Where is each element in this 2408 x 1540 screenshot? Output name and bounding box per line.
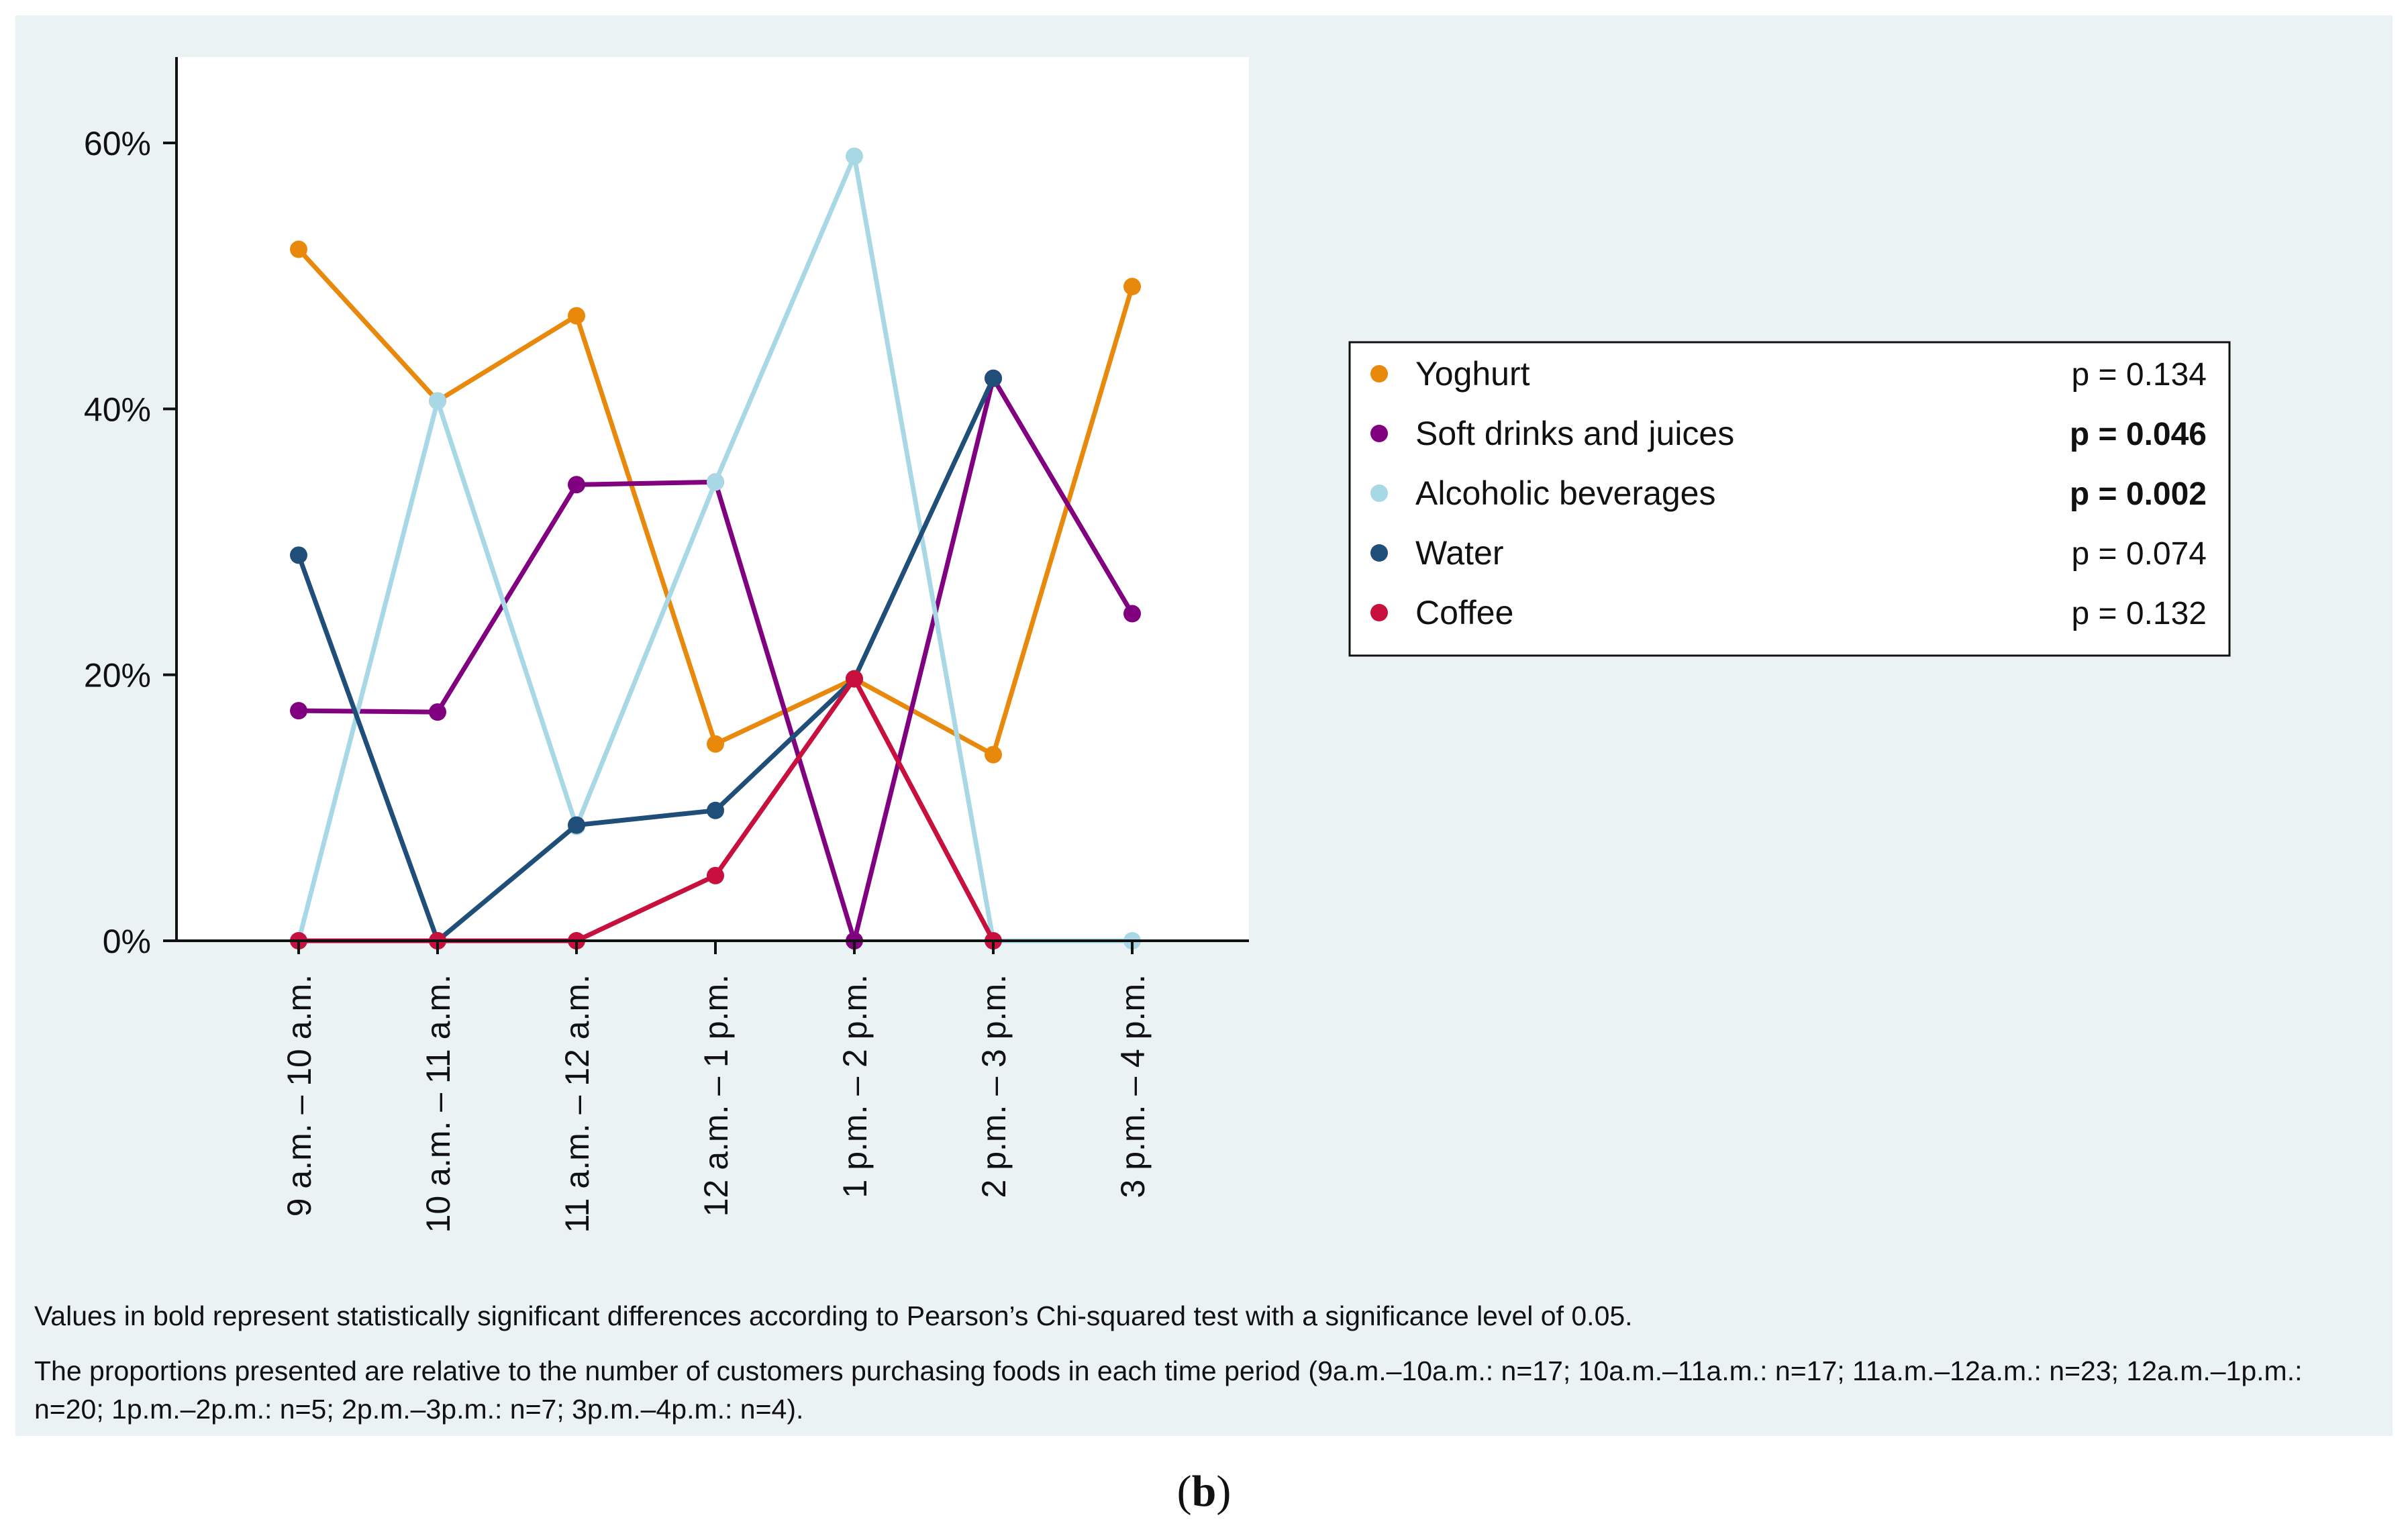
- data-point-water-1: [290, 546, 307, 564]
- data-point-yoghurt-4: [707, 735, 724, 753]
- legend-item-water: Water p = 0.074: [1370, 534, 2207, 572]
- x-tick-label: 10 a.m. – 11 a.m.: [419, 974, 457, 1233]
- data-point-alcoholic-beverages-2: [429, 392, 446, 410]
- proportions-note: The proportions presented are relative t…: [34, 1355, 2303, 1425]
- legend-label-coffee: Coffee: [1415, 594, 1513, 631]
- data-point-yoghurt-7: [1123, 278, 1141, 296]
- data-point-soft-drinks-and-juices-7: [1123, 605, 1141, 623]
- data-point-coffee-4: [707, 866, 724, 884]
- panel-label: (b): [0, 1466, 2408, 1517]
- legend-marker-alcoholic-beverages: [1370, 484, 1388, 502]
- legend-p-value-soft-drinks-and-juices: p = 0.046: [2070, 417, 2207, 452]
- data-point-water-6: [985, 369, 1002, 387]
- series-line-water: [296, 377, 996, 943]
- legend-p-value-coffee: p = 0.132: [2071, 596, 2207, 631]
- y-tick-label: 0%: [103, 923, 151, 960]
- legend-p-value-yoghurt: p = 0.134: [2071, 357, 2207, 393]
- legend-p-value-alcoholic-beverages: p = 0.002: [2070, 476, 2207, 512]
- x-tick-label: 12 a.m. – 1 p.m.: [697, 974, 735, 1217]
- data-point-yoghurt-1: [290, 240, 307, 258]
- y-tick-label: 20%: [84, 657, 151, 695]
- legend-p-value-water: p = 0.074: [2071, 536, 2207, 572]
- data-point-alcoholic-beverages-4: [707, 473, 724, 491]
- y-tick-label: 60%: [84, 125, 151, 162]
- line-chart: 0% 20% 40% 60% 9 a.m. – 10 a.m. 10 a.m. – 11 …: [84, 57, 2231, 1233]
- x-tick-label: 1 p.m. – 2 p.m.: [836, 974, 874, 1198]
- legend-item-alcoholic-beverages: Alcoholic beverages p = 0.002: [1370, 474, 2207, 512]
- panel-label-open: (: [1176, 1467, 1192, 1516]
- data-point-yoghurt-3: [568, 307, 585, 325]
- legend-marker-water: [1370, 544, 1388, 562]
- data-point-soft-drinks-and-juices-1: [290, 702, 307, 720]
- legend-item-soft-drinks-and-juices: Soft drinks and juices p = 0.046: [1370, 415, 2207, 452]
- data-point-coffee-5: [846, 670, 863, 688]
- x-tick-label: 3 p.m. – 4 p.m.: [1114, 974, 1152, 1198]
- panel-label-letter: b: [1191, 1467, 1217, 1516]
- legend-box: [1348, 341, 2231, 657]
- data-point-alcoholic-beverages-5: [846, 147, 863, 165]
- data-point-water-4: [707, 801, 724, 819]
- x-tick-label: 11 a.m. – 12 a.m.: [558, 974, 596, 1233]
- legend-marker-coffee: [1370, 604, 1388, 621]
- x-tick-label: 9 a.m. – 10 a.m.: [281, 974, 318, 1217]
- panel-label-close: ): [1216, 1467, 1232, 1516]
- legend-marker-soft-drinks-and-juices: [1370, 425, 1388, 442]
- data-point-soft-drinks-and-juices-2: [429, 703, 446, 721]
- figure-panel: 0% 20% 40% 60% 9 a.m. – 10 a.m. 10 a.m. – 11 …: [15, 15, 2393, 1436]
- legend-label-soft-drinks-and-juices: Soft drinks and juices: [1415, 415, 1734, 452]
- legend-item-yoghurt: Yoghurt p = 0.134: [1370, 355, 2207, 393]
- legend-label-water: Water: [1415, 534, 1504, 572]
- data-point-soft-drinks-and-juices-3: [568, 476, 585, 494]
- significance-note: Values in bold represent statistically s…: [34, 1300, 1633, 1331]
- legend-label-alcoholic-beverages: Alcoholic beverages: [1415, 474, 1716, 512]
- legend-label-yoghurt: Yoghurt: [1415, 355, 1530, 393]
- data-point-water-3: [568, 816, 585, 834]
- y-tick-label: 40%: [84, 391, 151, 428]
- legend-marker-yoghurt: [1370, 365, 1388, 382]
- x-tick-label: 2 p.m. – 3 p.m.: [975, 974, 1013, 1198]
- data-point-yoghurt-6: [985, 746, 1002, 764]
- legend-item-coffee: Coffee p = 0.132: [1370, 594, 2207, 631]
